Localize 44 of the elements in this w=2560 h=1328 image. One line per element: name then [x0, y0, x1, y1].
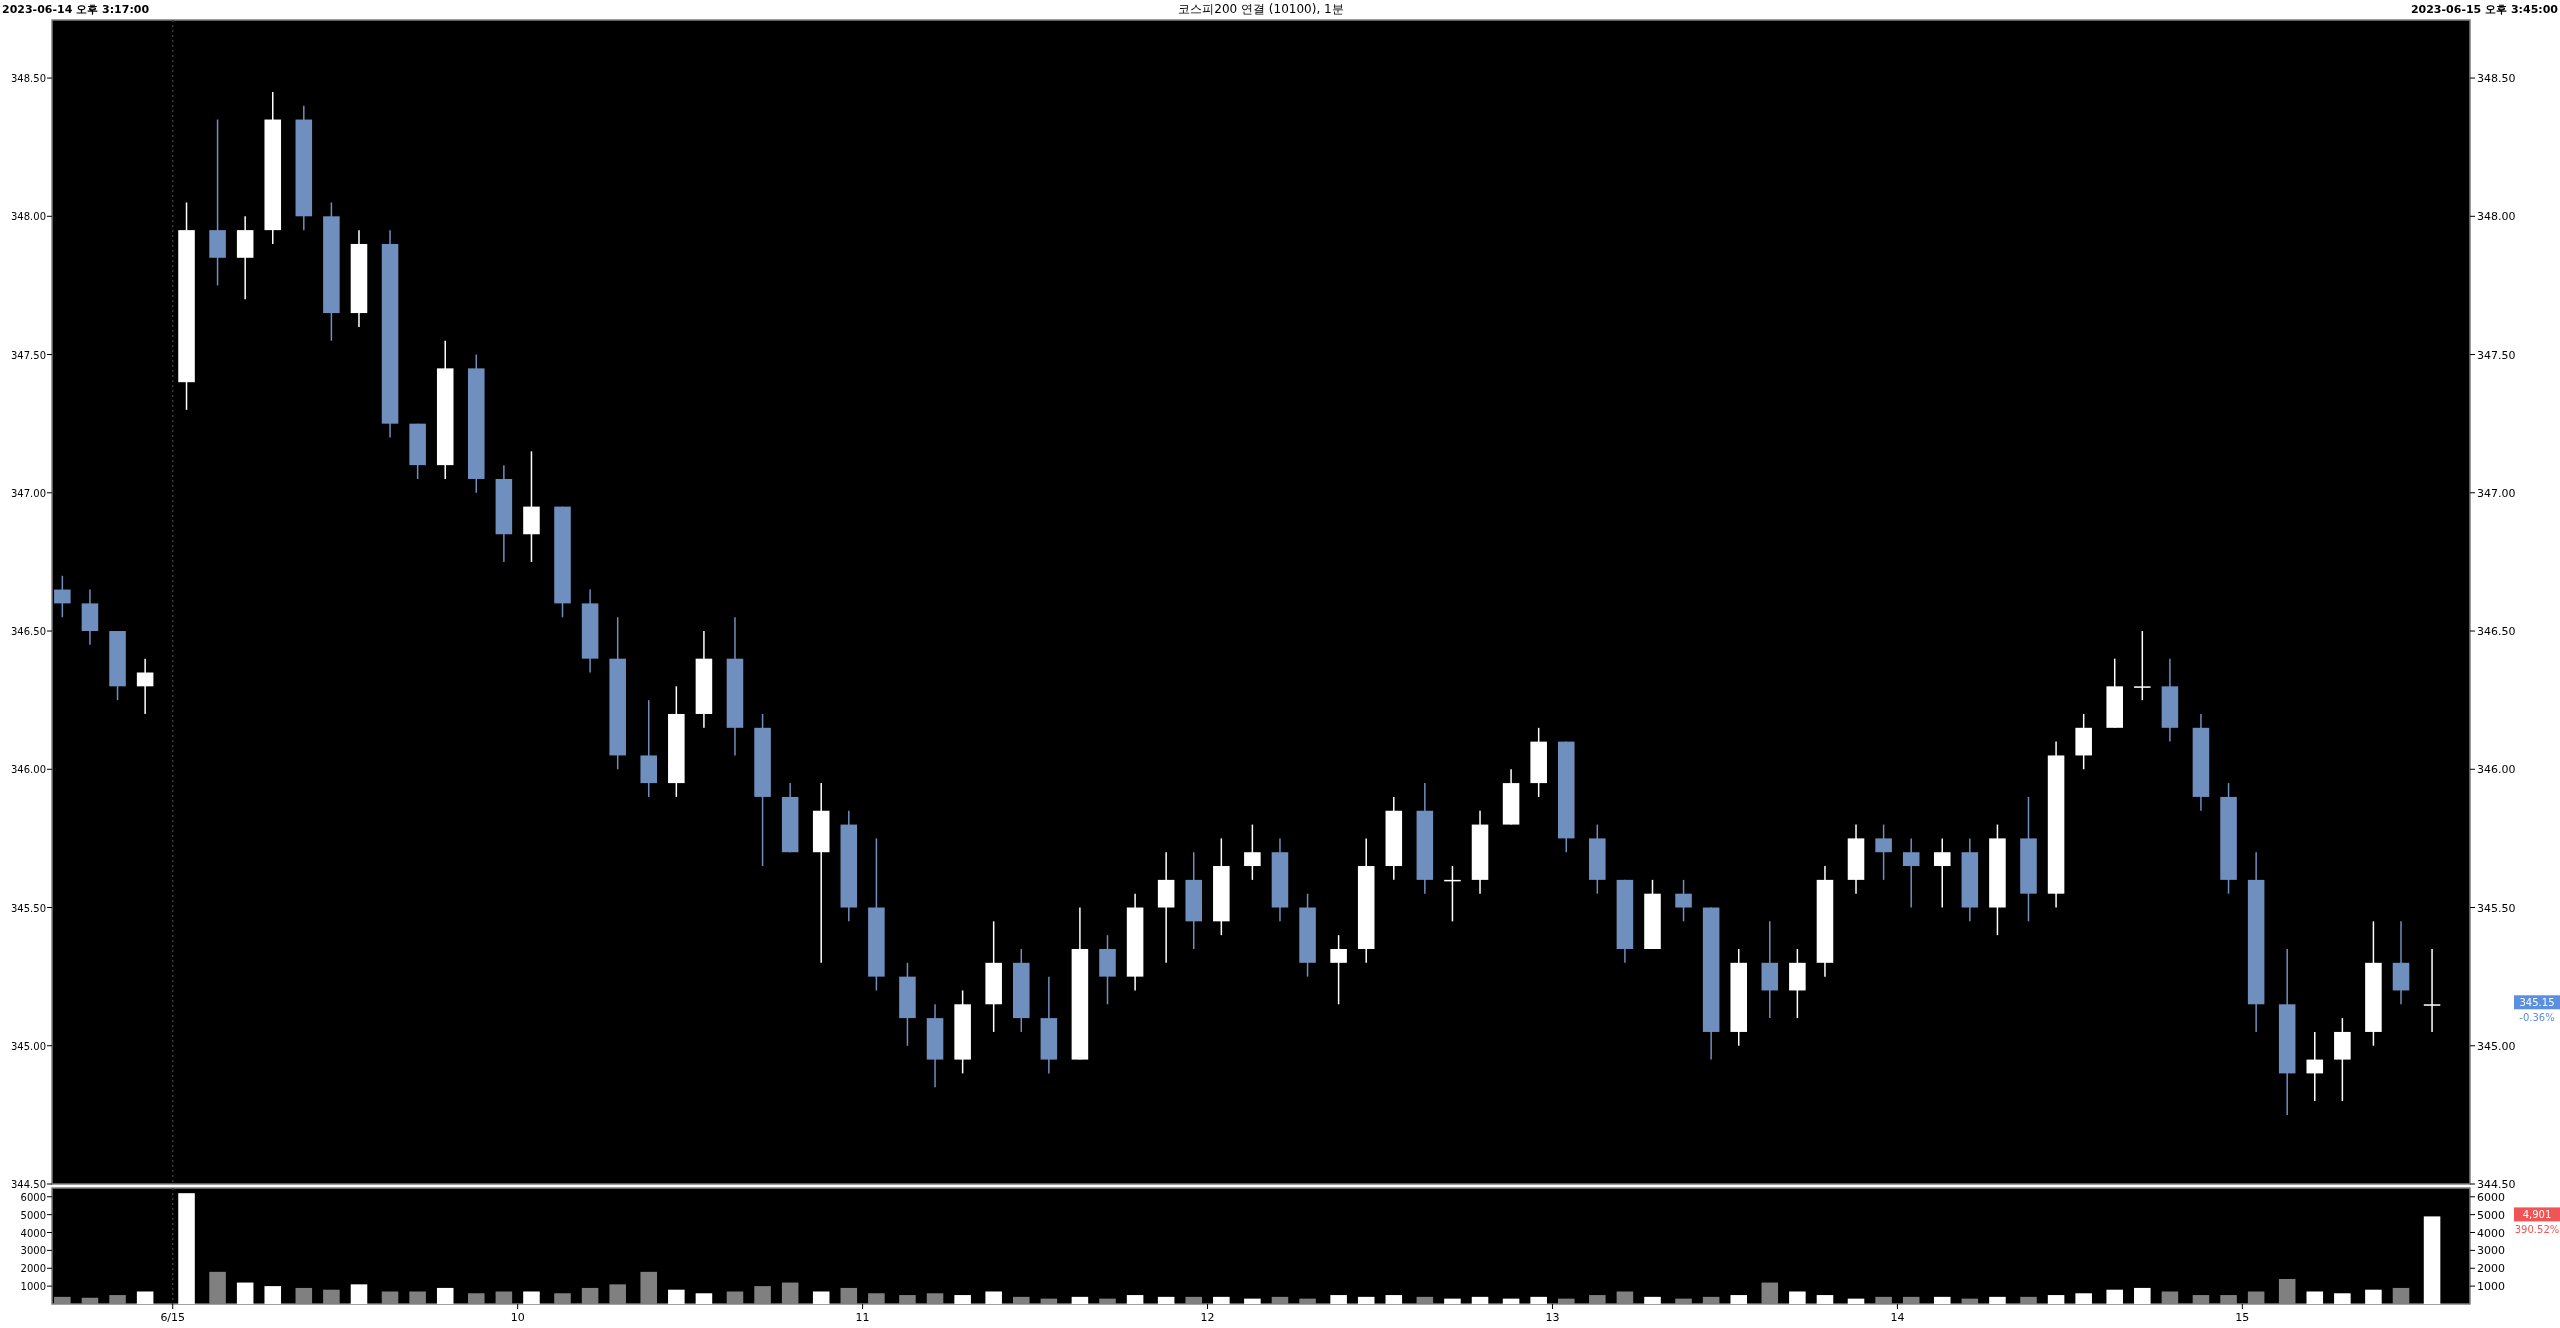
chart-title: 코스피200 연결 (10100), 1분 [1178, 2, 1344, 16]
x-tick-label: 13 [1545, 1311, 1560, 1324]
x-tick-label: 11 [855, 1311, 870, 1324]
y2-tick-label: 345.00 [2477, 1039, 2516, 1053]
y2-tick-label: 6000 [2477, 1190, 2505, 1204]
text: 2023-06-15 오후 3:45:00 [2410, 3, 2559, 16]
y2-tick-label: 5000 [2477, 1208, 2505, 1222]
text: -0.36% [2519, 1012, 2555, 1024]
text: 390.52% [2514, 1224, 2560, 1236]
y-tick-label: 6000 [20, 1191, 46, 1203]
y-tick-label: 348.50 [11, 73, 46, 85]
y2-tick-label: 348.00 [2477, 210, 2516, 224]
y2-tick-label: 1000 [2477, 1280, 2505, 1294]
text: 2023-06-14 오후 3:17:00 [2, 3, 150, 16]
y-tick-label: 344.50 [11, 1179, 46, 1190]
y2-tick-label: 346.00 [2477, 763, 2516, 777]
y-tick-label: 348.00 [11, 211, 46, 223]
y-tick-label: 345.00 [11, 1040, 46, 1052]
text: 345.15 [2519, 997, 2555, 1009]
text: 4,901 [2522, 1209, 2552, 1221]
y2-tick-label: 344.50 [2477, 1178, 2516, 1191]
y-tick-label: 347.00 [11, 487, 46, 499]
y2-tick-label: 3000 [2477, 1244, 2505, 1258]
y2-tick-label: 346.50 [2477, 625, 2516, 639]
y-tick-label: 3000 [20, 1245, 46, 1257]
y-tick-label: 2000 [20, 1263, 46, 1275]
y-tick-label: 347.50 [11, 349, 46, 361]
y-tick-label: 1000 [20, 1281, 46, 1293]
y-tick-label: 5000 [20, 1209, 46, 1221]
y-tick-label: 345.50 [11, 902, 46, 914]
x-tick-label: 6/15 [160, 1311, 186, 1324]
y2-tick-label: 348.50 [2477, 72, 2516, 86]
y-tick-label: 346.00 [11, 764, 46, 776]
x-tick-label: 12 [1200, 1311, 1215, 1324]
y2-tick-label: 2000 [2477, 1262, 2505, 1276]
y2-tick-label: 347.00 [2477, 486, 2516, 500]
y-tick-label: 4000 [20, 1227, 46, 1239]
y2-tick-label: 345.50 [2477, 901, 2516, 915]
x-tick-label: 14 [1890, 1311, 1905, 1324]
y2-tick-label: 4000 [2477, 1226, 2505, 1240]
y2-tick-label: 347.50 [2477, 348, 2516, 362]
x-tick-label: 15 [2235, 1311, 2250, 1324]
y-tick-label: 346.50 [11, 626, 46, 638]
x-tick-label: 10 [510, 1311, 525, 1324]
